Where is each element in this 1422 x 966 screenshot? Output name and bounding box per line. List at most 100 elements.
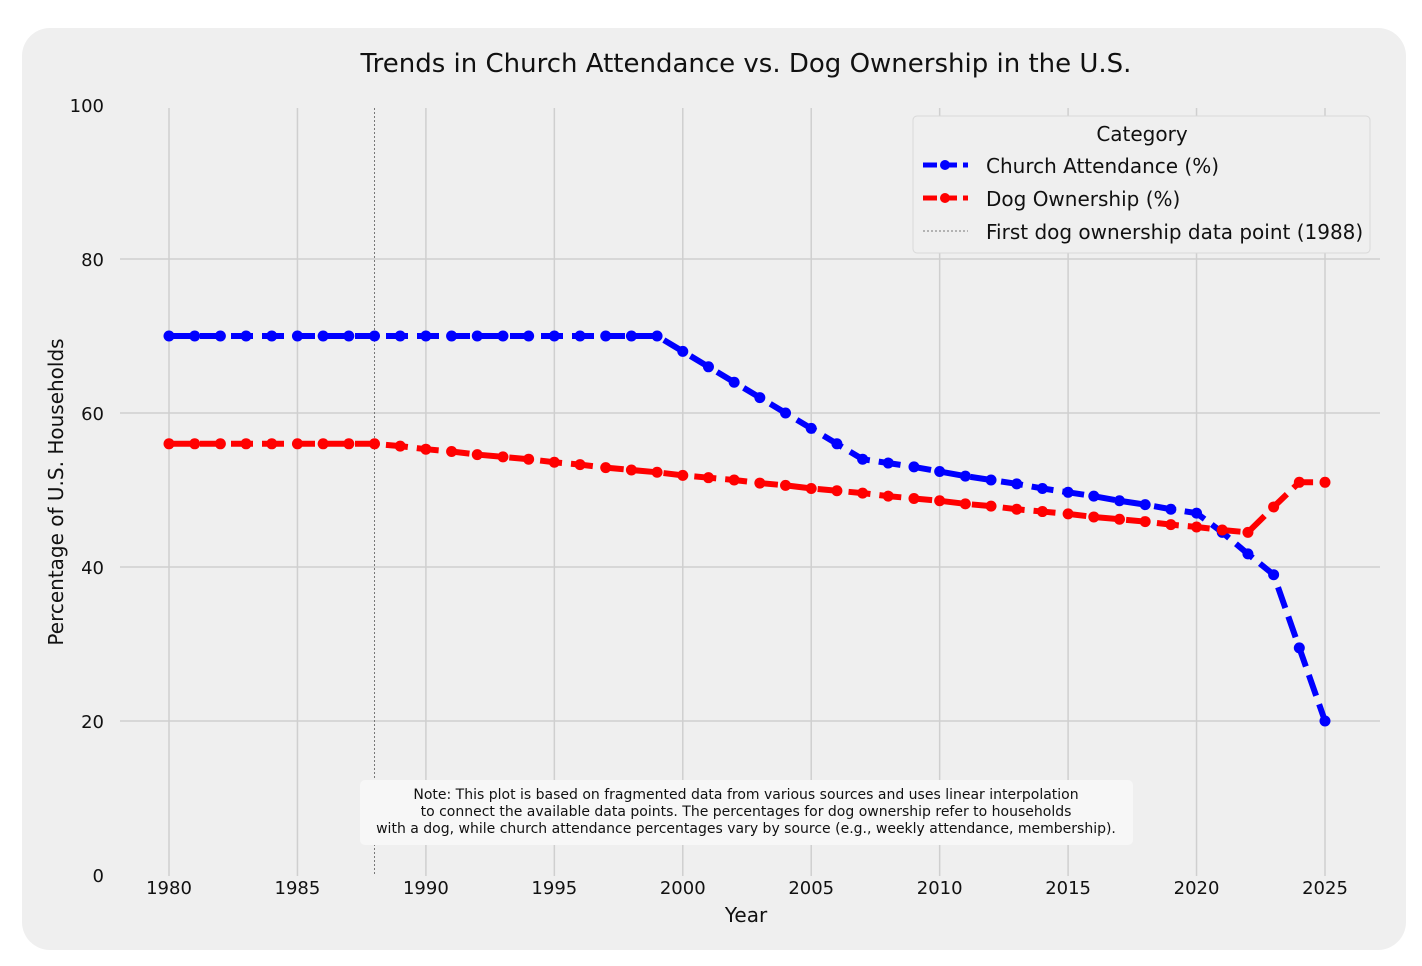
data-point (291, 438, 303, 450)
data-point (497, 330, 509, 342)
legend: Category Church Attendance (%) Dog Owner… (912, 115, 1371, 254)
series-line (169, 440, 1325, 536)
data-point (471, 330, 483, 342)
data-point (857, 487, 869, 499)
x-tick-label: 1990 (403, 878, 449, 899)
data-point (959, 498, 971, 510)
series-church-attendance (163, 330, 1331, 727)
data-point (1268, 569, 1280, 581)
data-point (1319, 476, 1331, 488)
data-point (420, 330, 432, 342)
data-point (446, 330, 458, 342)
data-point (985, 474, 997, 486)
data-point (677, 345, 689, 357)
x-tick-label: 2005 (788, 878, 834, 899)
data-point (780, 479, 792, 491)
data-point (702, 472, 714, 484)
data-point (677, 469, 689, 481)
data-point (882, 490, 894, 502)
data-point (1242, 526, 1254, 538)
data-point (1113, 495, 1125, 507)
legend-label: Church Attendance (%) (986, 154, 1219, 178)
data-point (882, 457, 894, 469)
data-point (1011, 503, 1023, 515)
note-line: to connect the available data points. Th… (421, 804, 1072, 820)
data-point (471, 449, 483, 461)
data-point (369, 330, 381, 342)
data-point (1088, 511, 1100, 523)
data-point (1293, 476, 1305, 488)
x-tick-label: 2010 (917, 878, 963, 899)
data-point (1191, 521, 1203, 533)
data-point (1139, 516, 1151, 528)
data-point (394, 440, 406, 452)
data-point (831, 438, 843, 450)
data-point (908, 461, 920, 473)
data-point (1268, 501, 1280, 513)
data-point (1242, 548, 1254, 560)
data-point (625, 330, 637, 342)
data-point (214, 330, 226, 342)
data-point (600, 330, 612, 342)
data-point (908, 492, 920, 504)
y-tick-label: 80 (81, 250, 104, 271)
data-point (857, 453, 869, 465)
y-tick-label: 0 (93, 866, 104, 887)
data-point (446, 446, 458, 457)
data-point (625, 464, 637, 476)
x-tick-label: 2020 (1174, 878, 1220, 899)
data-point (1062, 486, 1074, 498)
data-point (651, 466, 663, 478)
legend-label: First dog ownership data point (1988) (986, 220, 1363, 244)
data-point (523, 453, 535, 465)
y-tick-label: 20 (81, 712, 104, 733)
data-point (240, 438, 252, 450)
data-point (548, 330, 560, 342)
data-point (548, 456, 560, 468)
data-point (1011, 478, 1023, 490)
data-point (523, 330, 535, 342)
series-dog-ownership (163, 438, 1331, 538)
legend-entry-dog: Dog Ownership (%) (923, 187, 1180, 211)
data-point (317, 330, 329, 342)
data-point (1216, 524, 1228, 536)
data-point (1191, 507, 1203, 519)
data-point (497, 451, 509, 463)
data-point (1113, 513, 1125, 525)
chart-title: Trends in Church Attendance vs. Dog Owne… (360, 49, 1132, 79)
data-point (214, 438, 226, 450)
data-point (702, 361, 714, 373)
data-point (728, 474, 740, 486)
data-point (651, 330, 663, 342)
legend-title: Category (1096, 122, 1188, 146)
note-line: with a dog, while church attendance perc… (376, 821, 1116, 837)
data-point (163, 438, 175, 450)
x-tick-label: 1980 (146, 878, 192, 899)
data-point (1293, 642, 1305, 654)
legend-entry-vline: First dog ownership data point (1988) (923, 220, 1363, 244)
data-point (420, 443, 432, 455)
data-point (189, 330, 201, 342)
data-point (574, 330, 586, 342)
data-point (1062, 508, 1074, 520)
data-point (1036, 506, 1048, 518)
data-point (754, 392, 766, 404)
data-point (1139, 499, 1151, 511)
y-tick-label: 60 (81, 404, 104, 425)
data-point (934, 495, 946, 507)
data-point (240, 330, 252, 342)
data-point (343, 330, 355, 342)
data-point (728, 376, 740, 388)
data-point (985, 500, 997, 512)
data-point (266, 330, 278, 342)
x-tick-label: 1985 (275, 878, 321, 899)
data-point (780, 407, 792, 419)
data-point (291, 330, 303, 342)
y-tick-label: 40 (81, 558, 104, 579)
series-line (169, 333, 1328, 722)
x-tick-label: 2000 (660, 878, 706, 899)
data-point (831, 485, 843, 497)
note-box: Note: This plot is based on fragmented d… (360, 780, 1133, 845)
data-point (343, 438, 355, 450)
